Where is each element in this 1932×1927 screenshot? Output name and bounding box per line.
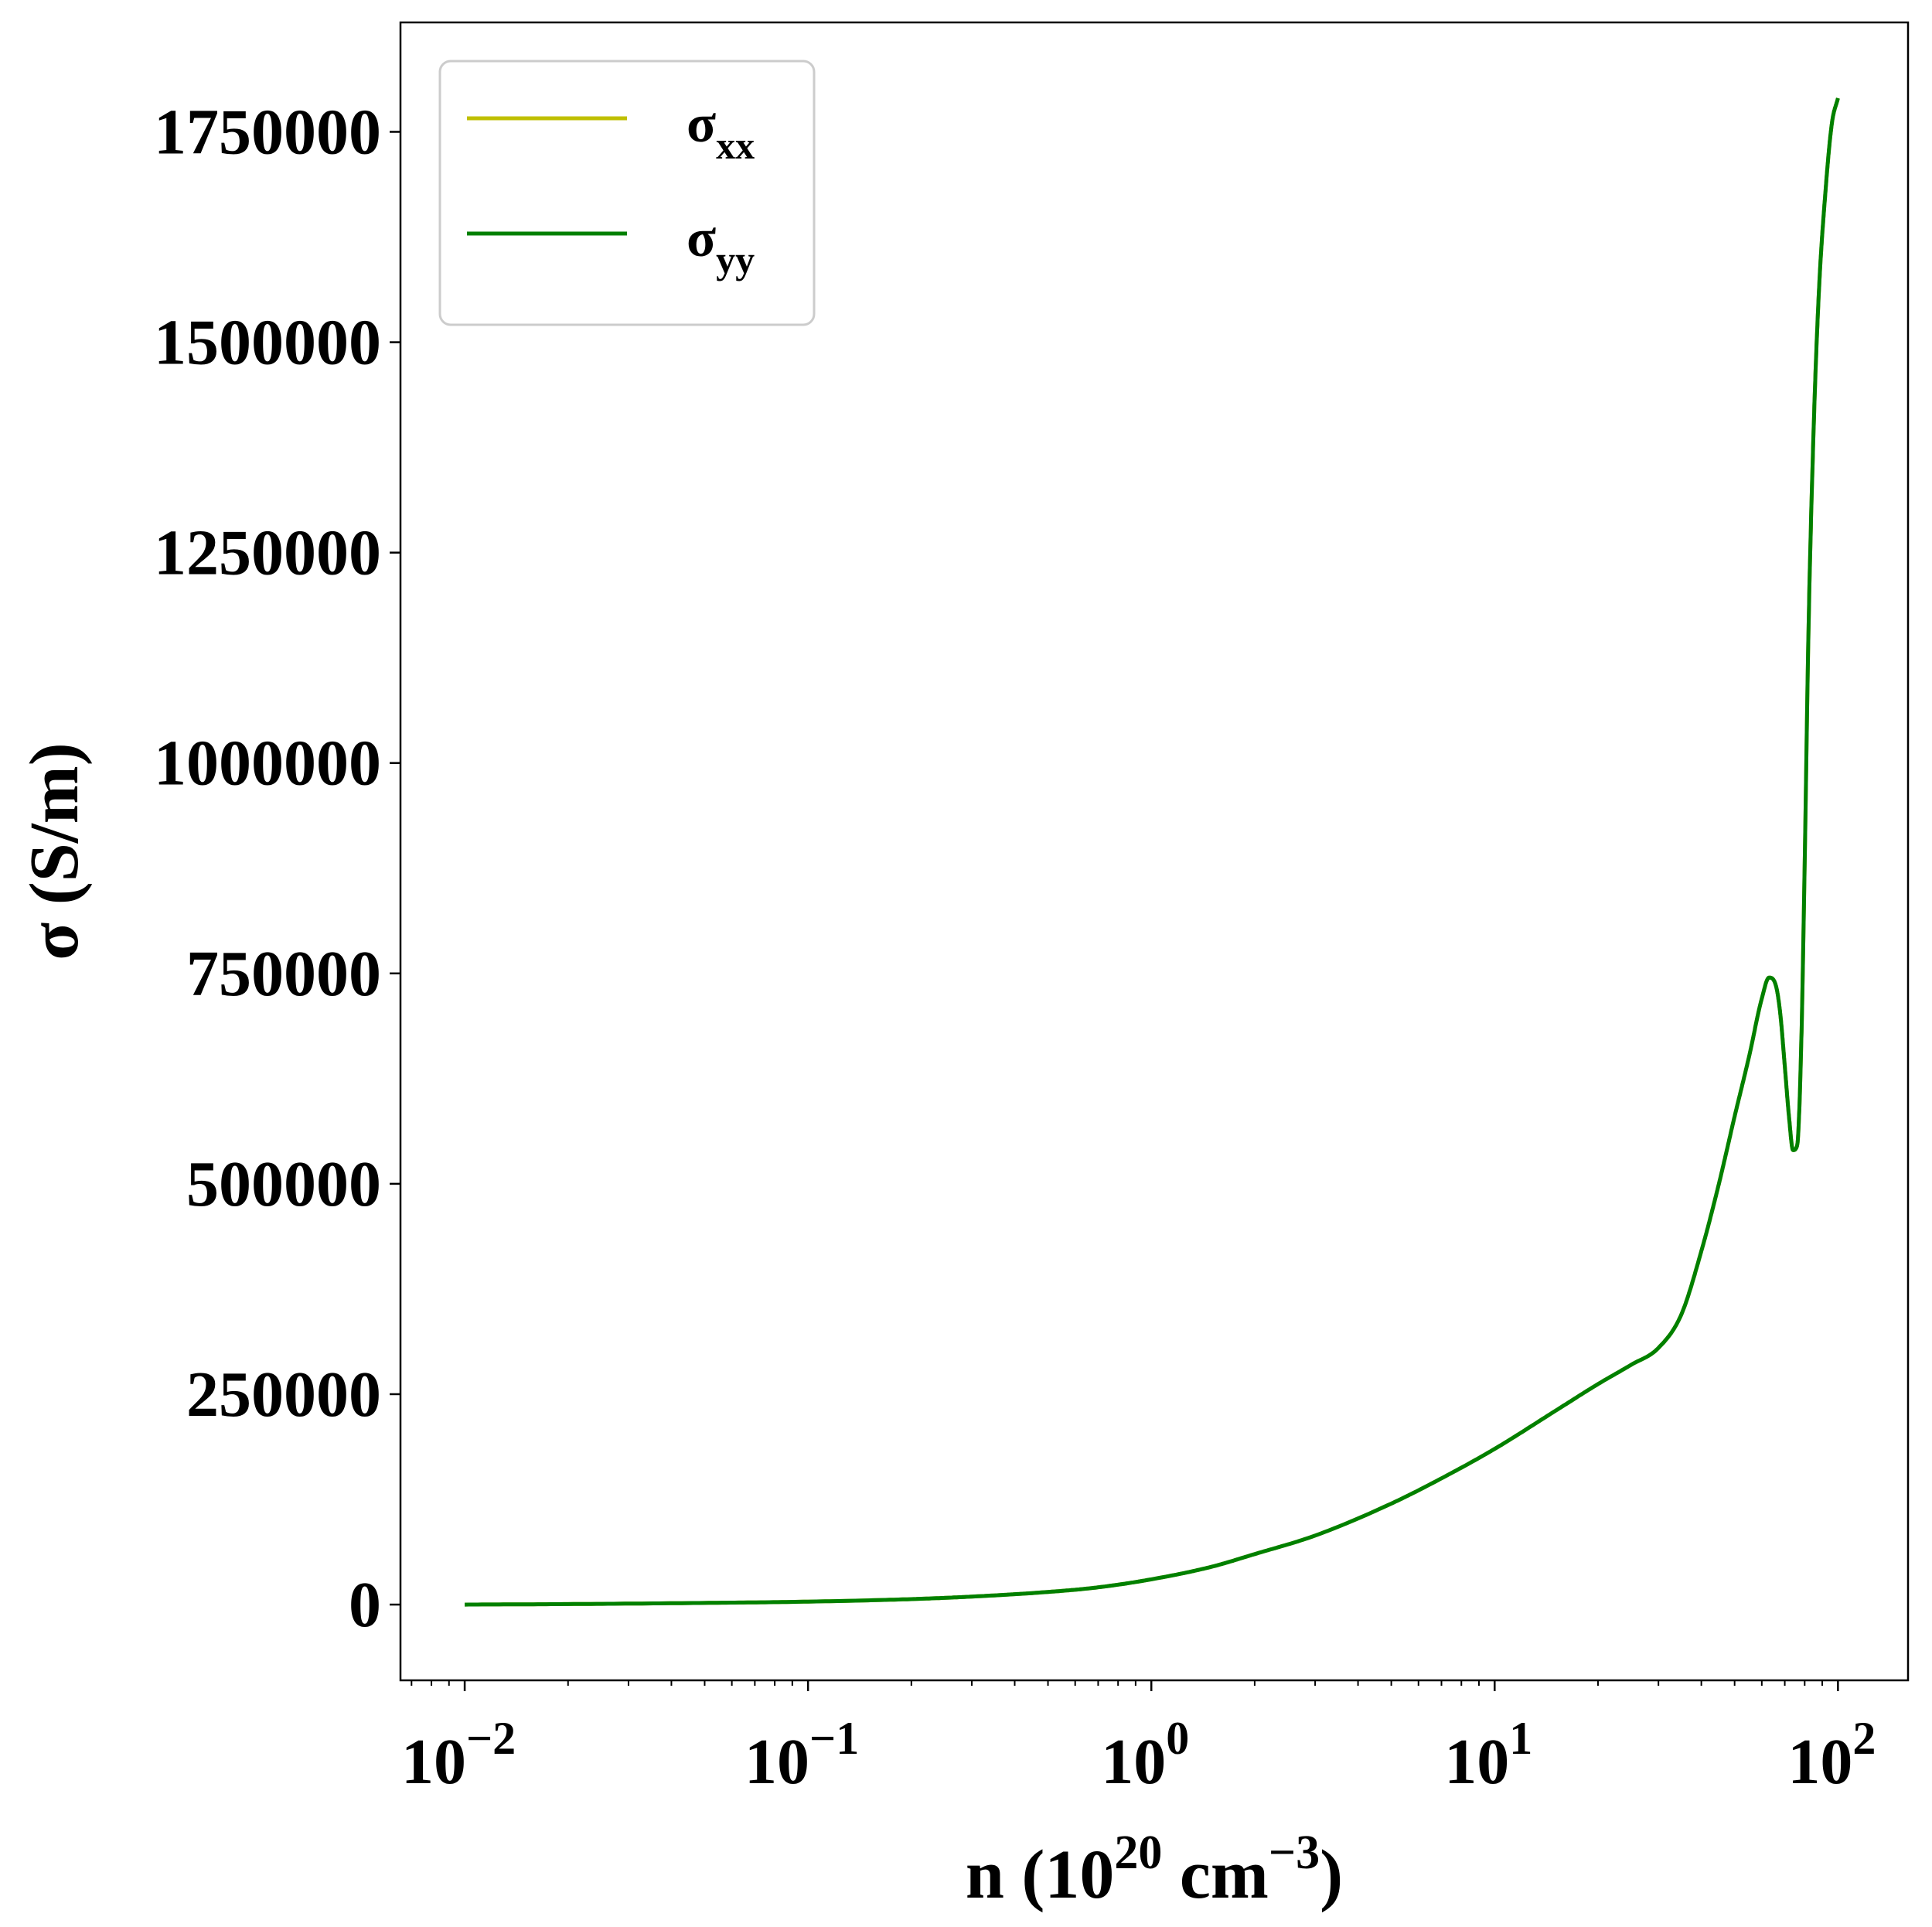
x-axis-label-part-3: ) [1320, 1837, 1343, 1913]
legend-label-sigma-yy: σyy [687, 209, 755, 281]
legend-label-sigma-xx-sub: xx [716, 124, 755, 167]
y-tick-label: 1000000 [154, 728, 381, 800]
x-axis-label-exp-1: 20 [1114, 1826, 1162, 1879]
x-axis-label-part-2: cm [1162, 1837, 1268, 1913]
x-tick-label: 102 [1787, 1713, 1876, 1798]
x-tick-label: 101 [1444, 1713, 1532, 1798]
legend-label-sigma-xx: σxx [687, 94, 755, 167]
legend-label-sigma-yy-sub: yy [716, 238, 755, 281]
y-axis-ticks: 0 250000 500000 750000 1000000 1250000 1500000… [154, 96, 400, 1641]
x-axis-ticks: 10−2 10−1 100 101 102 [401, 1680, 1876, 1798]
series-line-yy [465, 97, 1840, 1607]
y-tick-label: 0 [349, 1569, 381, 1641]
legend: σxx σyy [438, 60, 816, 326]
y-tick-label: 1500000 [154, 307, 381, 379]
legend-label-sigma-xx-base: σ [687, 94, 716, 154]
y-axis-label: σ (S/m) [16, 742, 93, 960]
y-tick-label: 250000 [186, 1359, 381, 1431]
x-axis-label-part-1: n (10 [966, 1837, 1115, 1913]
series-lines [465, 97, 1840, 1607]
y-tick-label: 1250000 [154, 517, 381, 589]
x-tick-label: 100 [1101, 1713, 1189, 1798]
x-axis-label: n (1020 cm−3) [966, 1826, 1343, 1913]
x-tick-label: 10−2 [401, 1713, 516, 1798]
y-tick-label: 500000 [186, 1148, 381, 1220]
plot-frame [399, 21, 1910, 1682]
y-tick-label: 1750000 [154, 96, 381, 168]
x-axis-label-exp-2: −3 [1269, 1826, 1320, 1879]
x-tick-label: 10−1 [745, 1713, 859, 1798]
y-tick-label: 750000 [186, 938, 381, 1010]
legend-frame [438, 60, 816, 326]
legend-label-sigma-yy-base: σ [687, 209, 716, 268]
